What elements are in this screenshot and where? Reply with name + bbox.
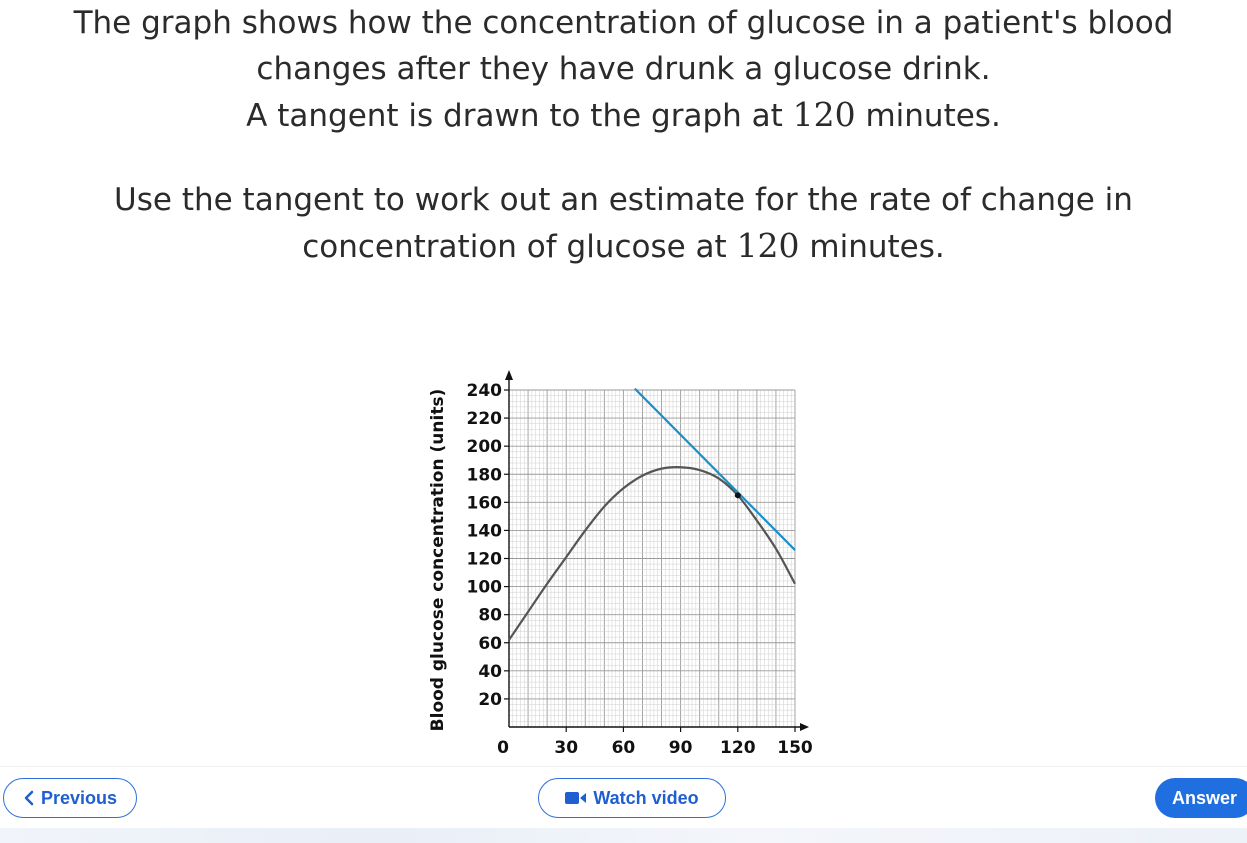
y-tick-label: 60 (478, 634, 502, 654)
chevron-left-icon (23, 790, 35, 806)
tangent-point (734, 492, 741, 499)
y-tick-label: 100 (467, 578, 503, 598)
video-camera-icon (565, 791, 587, 805)
question-text-part: A tangent is drawn to the graph at (246, 98, 793, 134)
math-number: 120 (792, 95, 856, 134)
question-line: A tangent is drawn to the graph at 120 m… (0, 92, 1247, 139)
question-text-part: minutes. (855, 98, 1001, 134)
y-tick-label: 40 (478, 662, 502, 682)
y-tick-label: 180 (467, 465, 503, 485)
y-tick-label: 220 (467, 409, 503, 429)
y-axis-arrow (505, 370, 513, 380)
x-tick-label: 120 (720, 738, 756, 758)
bottom-strip (0, 828, 1247, 843)
x-tick-label: 90 (669, 738, 693, 758)
question-line: changes after they have drunk a glucose … (256, 51, 991, 87)
question-line: The graph shows how the concentration of… (73, 5, 1174, 41)
previous-button[interactable]: Previous (3, 778, 137, 818)
origin-label: 0 (497, 738, 509, 758)
watch-video-label: Watch video (593, 787, 699, 808)
watch-video-button[interactable]: Watch video (538, 778, 726, 818)
question-text-part: minutes. (799, 229, 945, 265)
graph-axes (505, 370, 809, 731)
y-axis-label: Blood glucose concentration (units) (428, 389, 448, 732)
y-tick-label: 140 (467, 521, 503, 541)
y-tick-label: 160 (467, 493, 503, 513)
x-tick-label: 60 (612, 738, 636, 758)
glucose-graph: 20 40 60 80 100 120 140 160 180 200 220 240 30 60 90 12… (428, 370, 813, 758)
question-line: Use the tangent to work out an estimate … (114, 182, 1133, 218)
previous-label: Previous (40, 787, 118, 808)
y-tick-label: 200 (467, 437, 503, 457)
question-text-part: concentration of glucose at (302, 229, 737, 265)
x-tick-label: 30 (554, 738, 578, 758)
graph-grid (508, 389, 796, 728)
answer-button[interactable]: Answer (1155, 778, 1247, 818)
glucose-curve (508, 466, 796, 641)
graph-ticks: 20 40 60 80 100 120 140 160 180 200 220 240 30 60 90 12… (467, 381, 813, 758)
y-tick-label: 240 (467, 381, 503, 401)
tangent-line (634, 387, 796, 551)
math-number: 120 (736, 226, 800, 265)
answer-label: Answer (1172, 787, 1238, 808)
x-tick-label: 150 (777, 738, 813, 758)
question-text: The graph shows how the concentration of… (0, 0, 1247, 270)
graph-series (508, 387, 796, 641)
y-tick-label: 20 (478, 690, 502, 710)
question-line: concentration of glucose at 120 minutes. (0, 223, 1247, 270)
y-tick-label: 80 (478, 606, 502, 626)
y-tick-label: 120 (467, 550, 503, 570)
x-axis-arrow (800, 723, 809, 731)
